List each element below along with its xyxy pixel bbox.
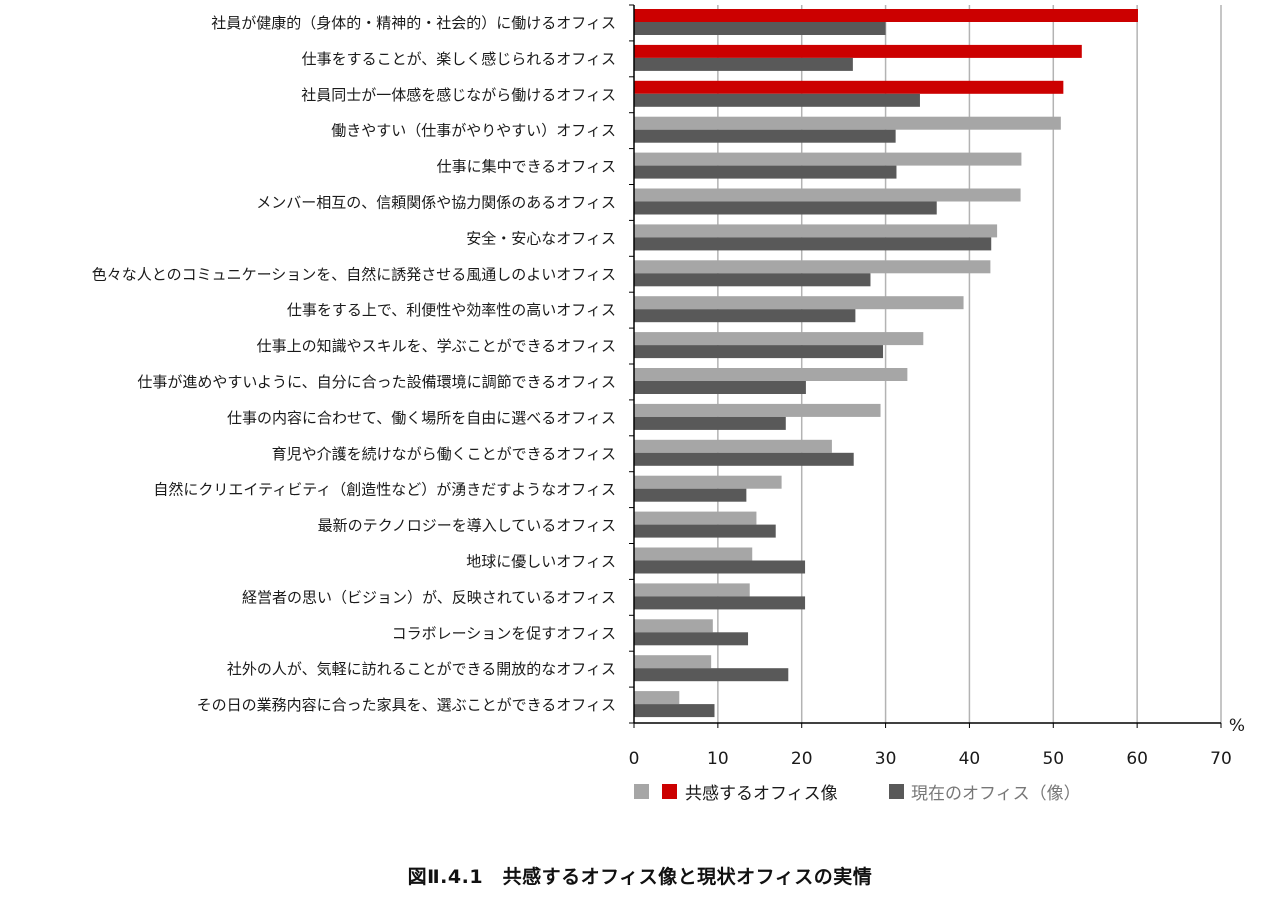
category-label-1: 仕事をすることが、楽しく感じられるオフィス <box>302 50 616 68</box>
bar-current-3 <box>634 129 896 143</box>
bar-empathy-17 <box>634 619 713 633</box>
bar-current-1 <box>634 57 853 71</box>
category-label-7: 色々な人とのコミュニケーションを、自然に誘発させる風通しのよいオフィス <box>92 265 616 283</box>
bar-empathy-13 <box>634 475 782 489</box>
bar-empathy-12 <box>634 439 832 453</box>
bar-empathy-6 <box>634 224 998 238</box>
bar-current-16 <box>634 596 806 610</box>
x-tick-label-30: 30 <box>875 749 897 769</box>
bar-empathy-2 <box>634 80 1064 94</box>
category-label-10: 仕事が進めやすいように、自分に合った設備環境に調節できるオフィス <box>137 373 616 391</box>
category-label-6: 安全・安心なオフィス <box>466 229 616 247</box>
category-label-11: 仕事の内容に合わせて、働く場所を自由に選べるオフィス <box>227 409 616 427</box>
bar-current-5 <box>634 201 937 215</box>
legend-swatch-empathy-normal <box>634 784 649 799</box>
bar-empathy-15 <box>634 547 753 561</box>
category-label-5: メンバー相互の、信頼関係や協力関係のあるオフィス <box>256 193 616 211</box>
bar-current-0 <box>634 22 886 35</box>
bars <box>634 9 1138 718</box>
x-tick-label-0: 0 <box>629 749 640 769</box>
unit-label: % <box>1229 716 1245 736</box>
x-tick-label-60: 60 <box>1126 749 1148 769</box>
category-label-9: 仕事上の知識やスキルを、学ぶことができるオフィス <box>257 337 616 355</box>
category-labels: 社員が健康的（身体的・精神的・社会的）に働けるオフィス仕事をすることが、楽しく感… <box>92 14 616 714</box>
category-label-15: 地球に優しいオフィス <box>466 552 616 570</box>
bar-current-18 <box>634 668 789 682</box>
bar-empathy-8 <box>634 296 964 310</box>
x-tick-label-70: 70 <box>1210 749 1232 769</box>
bar-current-12 <box>634 452 854 466</box>
x-tick-label-50: 50 <box>1042 749 1064 769</box>
category-label-0: 社員が健康的（身体的・精神的・社会的）に働けるオフィス <box>211 14 616 32</box>
category-label-8: 仕事をする上で、利便性や効率性の高いオフィス <box>287 301 616 319</box>
bar-current-17 <box>634 632 749 646</box>
bar-empathy-16 <box>634 583 750 597</box>
bar-empathy-5 <box>634 188 1021 202</box>
bar-current-14 <box>634 524 776 538</box>
category-label-12: 育児や介護を続けながら働くことができるオフィス <box>272 445 616 463</box>
bar-current-9 <box>634 345 884 359</box>
category-label-16: 経営者の思い（ビジョン）が、反映されているオフィス <box>242 588 616 606</box>
x-tick-label-20: 20 <box>791 749 813 769</box>
category-label-14: 最新のテクノロジーを導入しているオフィス <box>318 517 616 535</box>
grid-lines <box>717 5 1222 723</box>
category-label-3: 働きやすい（仕事がやりやすい）オフィス <box>331 122 616 140</box>
bar-empathy-0 <box>634 9 1138 22</box>
bar-current-7 <box>634 273 871 287</box>
category-label-2: 社員同士が一体感を感じながら働けるオフィス <box>301 86 616 104</box>
axes <box>629 4 1222 728</box>
legend: 共感するオフィス像 現在のオフィス（像） <box>634 784 1081 804</box>
bar-empathy-9 <box>634 332 924 346</box>
bar-current-11 <box>634 416 786 430</box>
figure-caption: 図Ⅱ.4.1 共感するオフィス像と現状オフィスの実情 <box>407 866 873 888</box>
bar-empathy-4 <box>634 152 1022 166</box>
bar-empathy-7 <box>634 260 991 274</box>
bar-empathy-10 <box>634 368 908 381</box>
legend-swatch-empathy-highlight <box>662 784 677 799</box>
x-tick-label-10: 10 <box>707 749 729 769</box>
bar-current-6 <box>634 237 992 251</box>
bar-empathy-14 <box>634 511 757 525</box>
category-label-19: その日の業務内容に合った家具を、選ぶことができるオフィス <box>197 696 616 714</box>
category-label-13: 自然にクリエイティビティ（創造性など）が湧きだすようなオフィス <box>153 481 616 499</box>
legend-label-empathy: 共感するオフィス像 <box>685 784 838 804</box>
bar-current-4 <box>634 165 897 179</box>
bar-current-10 <box>634 381 806 394</box>
bar-empathy-3 <box>634 116 1061 130</box>
bar-empathy-11 <box>634 403 881 417</box>
bar-empathy-1 <box>634 44 1082 58</box>
category-label-4: 仕事に集中できるオフィス <box>437 158 616 176</box>
legend-label-current: 現在のオフィス（像） <box>911 784 1081 804</box>
x-tick-labels: 0 10 20 30 40 50 60 70% <box>629 716 1245 769</box>
category-label-17: コラボレーションを促すオフィス <box>392 624 616 642</box>
legend-swatch-current <box>889 784 904 799</box>
bar-empathy-18 <box>634 655 712 669</box>
category-label-18: 社外の人が、気軽に訪れることができる開放的なオフィス <box>227 660 616 678</box>
bar-chart: 社員が健康的（身体的・精神的・社会的）に働けるオフィス仕事をすることが、楽しく感… <box>92 4 1245 804</box>
bar-empathy-19 <box>634 691 680 705</box>
bar-current-2 <box>634 93 920 107</box>
bar-current-19 <box>634 704 715 718</box>
bar-current-13 <box>634 488 747 502</box>
bar-current-8 <box>634 309 856 323</box>
x-tick-label-40: 40 <box>959 749 981 769</box>
bar-current-15 <box>634 560 806 574</box>
